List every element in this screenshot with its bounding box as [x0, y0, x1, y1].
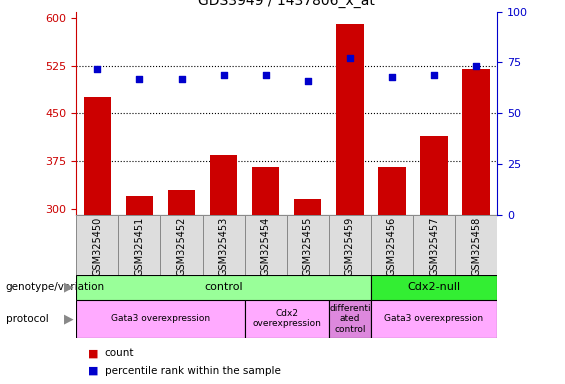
Text: ■: ■: [88, 348, 98, 358]
Bar: [420, 136, 447, 215]
Text: GSM325459: GSM325459: [345, 217, 355, 276]
Text: Cdx2
overexpression: Cdx2 overexpression: [253, 309, 321, 328]
Point: [219, 71, 228, 78]
Text: ▶: ▶: [64, 312, 73, 325]
Text: Gata3 overexpression: Gata3 overexpression: [385, 314, 484, 323]
Text: GSM325454: GSM325454: [260, 217, 271, 276]
Text: count: count: [105, 348, 134, 358]
Point: [303, 78, 312, 84]
Text: Cdx2-null: Cdx2-null: [407, 282, 460, 292]
Bar: [76, 300, 245, 338]
Bar: [371, 300, 497, 338]
Bar: [336, 24, 363, 215]
Point: [261, 71, 270, 78]
Bar: [210, 155, 237, 215]
Bar: [455, 215, 497, 275]
Text: differenti
ated
control: differenti ated control: [329, 304, 371, 334]
Bar: [287, 215, 329, 275]
Bar: [329, 215, 371, 275]
Text: ■: ■: [88, 366, 98, 376]
Point: [93, 65, 102, 71]
Bar: [413, 215, 455, 275]
Bar: [126, 196, 153, 215]
Point: [135, 76, 144, 82]
Point: [177, 76, 186, 82]
Text: genotype/variation: genotype/variation: [6, 282, 105, 292]
Bar: [84, 98, 111, 215]
Point: [472, 63, 481, 70]
Bar: [371, 215, 413, 275]
Text: GSM325456: GSM325456: [387, 217, 397, 276]
Bar: [168, 190, 195, 215]
Point: [345, 55, 354, 61]
Bar: [76, 215, 119, 275]
Text: GSM325450: GSM325450: [92, 217, 102, 276]
Text: protocol: protocol: [6, 314, 49, 324]
Text: GSM325453: GSM325453: [219, 217, 229, 276]
Bar: [294, 199, 321, 215]
Text: percentile rank within the sample: percentile rank within the sample: [105, 366, 280, 376]
Text: GSM325455: GSM325455: [303, 217, 313, 276]
Bar: [76, 275, 371, 300]
Text: Gata3 overexpression: Gata3 overexpression: [111, 314, 210, 323]
Bar: [371, 275, 497, 300]
Text: ▶: ▶: [64, 281, 73, 293]
Bar: [463, 69, 490, 215]
Text: GSM325452: GSM325452: [176, 217, 186, 276]
Bar: [252, 167, 279, 215]
Text: GSM325458: GSM325458: [471, 217, 481, 276]
Title: GDS3949 / 1437806_x_at: GDS3949 / 1437806_x_at: [198, 0, 375, 8]
Bar: [119, 215, 160, 275]
Point: [429, 71, 438, 78]
Text: GSM325451: GSM325451: [134, 217, 145, 276]
Text: GSM325457: GSM325457: [429, 217, 439, 276]
Bar: [329, 300, 371, 338]
Point: [388, 74, 397, 80]
Bar: [245, 300, 329, 338]
Bar: [202, 215, 245, 275]
Bar: [245, 215, 287, 275]
Bar: [160, 215, 202, 275]
Bar: [379, 167, 406, 215]
Text: control: control: [205, 282, 243, 292]
